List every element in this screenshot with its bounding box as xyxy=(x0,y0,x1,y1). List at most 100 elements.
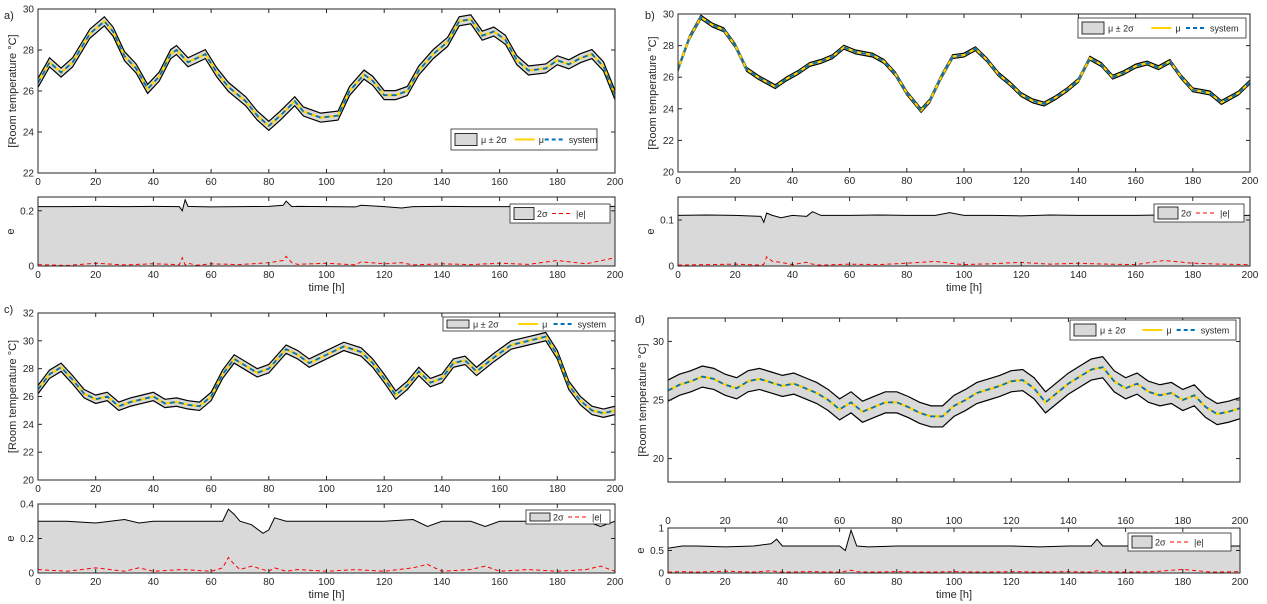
legend-band-label: μ ± 2σ xyxy=(473,320,499,330)
band-upper-edge xyxy=(678,14,1250,110)
x-tick-label: 60 xyxy=(206,270,218,281)
x-tick-label: 160 xyxy=(1127,176,1144,187)
legend-band-swatch xyxy=(513,207,535,220)
legend-band-swatch xyxy=(1073,323,1097,337)
x-tick-label: 80 xyxy=(263,577,275,588)
band-lower-edge xyxy=(668,377,1240,428)
x-tick-label: 200 xyxy=(1242,270,1259,281)
x-tick-label: 160 xyxy=(1117,516,1134,527)
legend-band-swatch xyxy=(454,133,478,146)
x-axis-label: time [h] xyxy=(946,282,982,294)
x-tick-label: 120 xyxy=(1013,176,1030,187)
x-tick-label: 60 xyxy=(834,516,846,527)
x-tick-label: 120 xyxy=(1013,270,1030,281)
x-tick-label: 200 xyxy=(1232,516,1249,527)
x-tick-label: 120 xyxy=(376,270,393,281)
x-tick-label: 140 xyxy=(434,177,451,188)
x-tick-label: 120 xyxy=(376,484,393,495)
legend-band-label: μ ± 2σ xyxy=(481,135,507,145)
legend: 2σ |e| xyxy=(509,203,611,224)
x-tick-label: 100 xyxy=(946,577,963,588)
plot-area xyxy=(678,14,1250,114)
x-tick-label: 60 xyxy=(206,484,218,495)
x-tick-label: 80 xyxy=(901,176,913,187)
x-tick-label: 80 xyxy=(891,577,903,588)
plot-area xyxy=(678,211,1250,266)
x-tick-label: 120 xyxy=(1003,516,1020,527)
y-tick-label: 0.2 xyxy=(20,206,34,217)
abs-error-line xyxy=(38,556,615,572)
x-tick-label: 20 xyxy=(90,270,102,281)
x-tick-label: 0 xyxy=(665,577,671,588)
legend-band-swatch xyxy=(1131,535,1153,549)
legend-band-swatch xyxy=(446,319,470,329)
x-tick-label: 20 xyxy=(730,270,742,281)
x-tick-label: 20 xyxy=(720,577,732,588)
system-line xyxy=(668,366,1240,418)
y-tick-label: 22 xyxy=(23,448,35,459)
x-tick-label: 60 xyxy=(206,577,218,588)
x-tick-label: 100 xyxy=(956,270,973,281)
x-tick-label: 40 xyxy=(777,577,789,588)
y-axis-label: [Room temperature °C] xyxy=(637,343,649,456)
error-band-edge xyxy=(38,508,615,534)
legend: 2σ |e| xyxy=(1127,532,1232,552)
panel-label: d) xyxy=(635,314,645,326)
x-tick-label: 180 xyxy=(1174,577,1191,588)
system-line xyxy=(38,18,615,128)
y-tick-label: 30 xyxy=(663,10,675,21)
x-tick-label: 160 xyxy=(1127,270,1144,281)
x-axis-label: time [h] xyxy=(308,589,344,601)
x-tick-label: 160 xyxy=(1117,577,1134,588)
x-tick-label: 0 xyxy=(35,177,41,188)
y-tick-label: 0 xyxy=(658,569,664,580)
y-tick-label: 25 xyxy=(653,396,665,407)
system-line xyxy=(678,15,1250,112)
x-tick-label: 180 xyxy=(549,484,566,495)
y-tick-label: 22 xyxy=(23,169,35,180)
legend-band-label: 2σ xyxy=(553,513,564,523)
x-tick-label: 140 xyxy=(1060,577,1077,588)
plot-area xyxy=(38,14,615,132)
x-tick-label: 160 xyxy=(491,577,508,588)
uncertainty-band xyxy=(668,356,1240,427)
legend-band-label: 2σ xyxy=(1155,538,1166,548)
y-tick-label: 32 xyxy=(23,309,35,320)
x-tick-label: 180 xyxy=(1174,516,1191,527)
legend-mean-label: μ xyxy=(1175,24,1180,34)
abs-error-line xyxy=(678,255,1250,266)
x-tick-label: 160 xyxy=(491,177,508,188)
x-tick-label: 140 xyxy=(1070,176,1087,187)
y-axis-label: [Room temperature °C] xyxy=(7,340,19,453)
plot-area xyxy=(38,331,615,418)
x-tick-label: 100 xyxy=(318,177,335,188)
x-tick-label: 40 xyxy=(787,270,799,281)
x-tick-label: 80 xyxy=(891,516,903,527)
x-tick-label: 40 xyxy=(148,177,160,188)
x-tick-label: 60 xyxy=(844,176,856,187)
panel-4: 0 20 40 60 80 100 120 140 160 180 200 0 0.1 time [h] e… xyxy=(645,196,1259,294)
y-tick-label: 28 xyxy=(23,364,35,375)
x-tick-label: 100 xyxy=(318,577,335,588)
x-tick-label: 140 xyxy=(434,484,451,495)
panel-label: a) xyxy=(4,10,14,22)
x-tick-label: 200 xyxy=(607,270,624,281)
x-tick-label: 20 xyxy=(90,484,102,495)
legend: μ ± 2σ μ system xyxy=(442,316,616,332)
x-tick-label: 100 xyxy=(318,484,335,495)
y-tick-label: 0.1 xyxy=(660,216,674,227)
y-tick-label: 1 xyxy=(658,524,664,535)
x-tick-label: 60 xyxy=(206,177,218,188)
x-tick-label: 0 xyxy=(665,516,671,527)
x-tick-label: 0 xyxy=(35,484,41,495)
x-tick-label: 60 xyxy=(834,577,846,588)
x-tick-label: 40 xyxy=(787,176,799,187)
y-tick-label: 0.4 xyxy=(20,500,34,511)
y-tick-label: 26 xyxy=(23,392,35,403)
x-tick-label: 180 xyxy=(549,177,566,188)
y-tick-label: 26 xyxy=(663,73,675,84)
panel-2: 0 20 40 60 80 100 120 140 160 180 200 0 0.2 time [h] e… xyxy=(5,196,624,294)
band-upper-edge xyxy=(668,355,1240,407)
x-tick-label: 80 xyxy=(263,177,275,188)
